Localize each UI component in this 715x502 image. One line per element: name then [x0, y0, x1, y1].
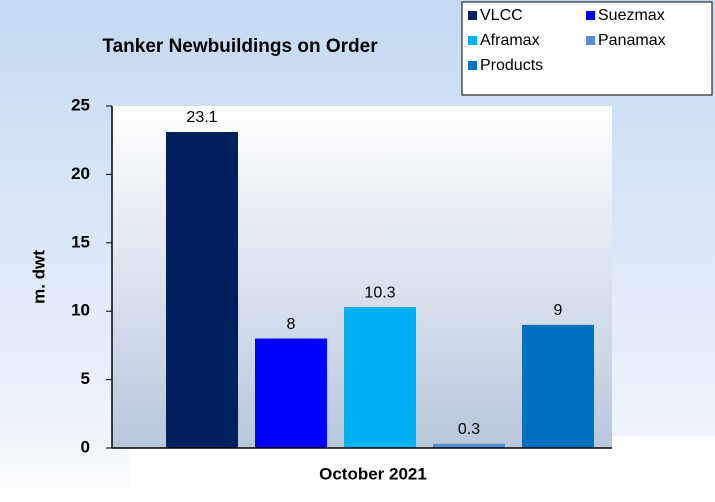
bar: [522, 324, 594, 448]
y-tick-label: 20: [71, 164, 90, 183]
data-label: 23.1: [186, 109, 217, 126]
y-tick-label: 10: [71, 301, 90, 320]
legend-label: Products: [480, 57, 543, 74]
bar: [433, 443, 505, 448]
y-tick-label: 5: [81, 369, 90, 388]
legend-label: Aframax: [480, 32, 540, 49]
legend-swatch: [468, 36, 477, 45]
legend-swatch: [468, 11, 477, 20]
y-tick-label: 15: [71, 232, 90, 251]
legend-swatch: [586, 36, 595, 45]
legend-label: Suezmax: [598, 7, 665, 24]
legend-label: VLCC: [480, 7, 523, 24]
bar: [344, 307, 416, 448]
bar: [255, 338, 327, 448]
y-tick-label: 25: [71, 95, 90, 114]
x-axis-label: October 2021: [319, 464, 427, 483]
bar: [166, 131, 238, 448]
data-label: 8: [287, 316, 296, 333]
data-label: 9: [554, 302, 563, 319]
legend-label: Panamax: [598, 32, 666, 49]
legend-swatch: [468, 61, 477, 70]
chart-title: Tanker Newbuildings on Order: [102, 36, 378, 57]
y-tick-label: 0: [81, 437, 90, 456]
y-axis-label: m. dwt: [29, 250, 48, 304]
data-label: 0.3: [458, 421, 480, 438]
data-label: 10.3: [364, 284, 395, 301]
legend-swatch: [586, 11, 595, 20]
